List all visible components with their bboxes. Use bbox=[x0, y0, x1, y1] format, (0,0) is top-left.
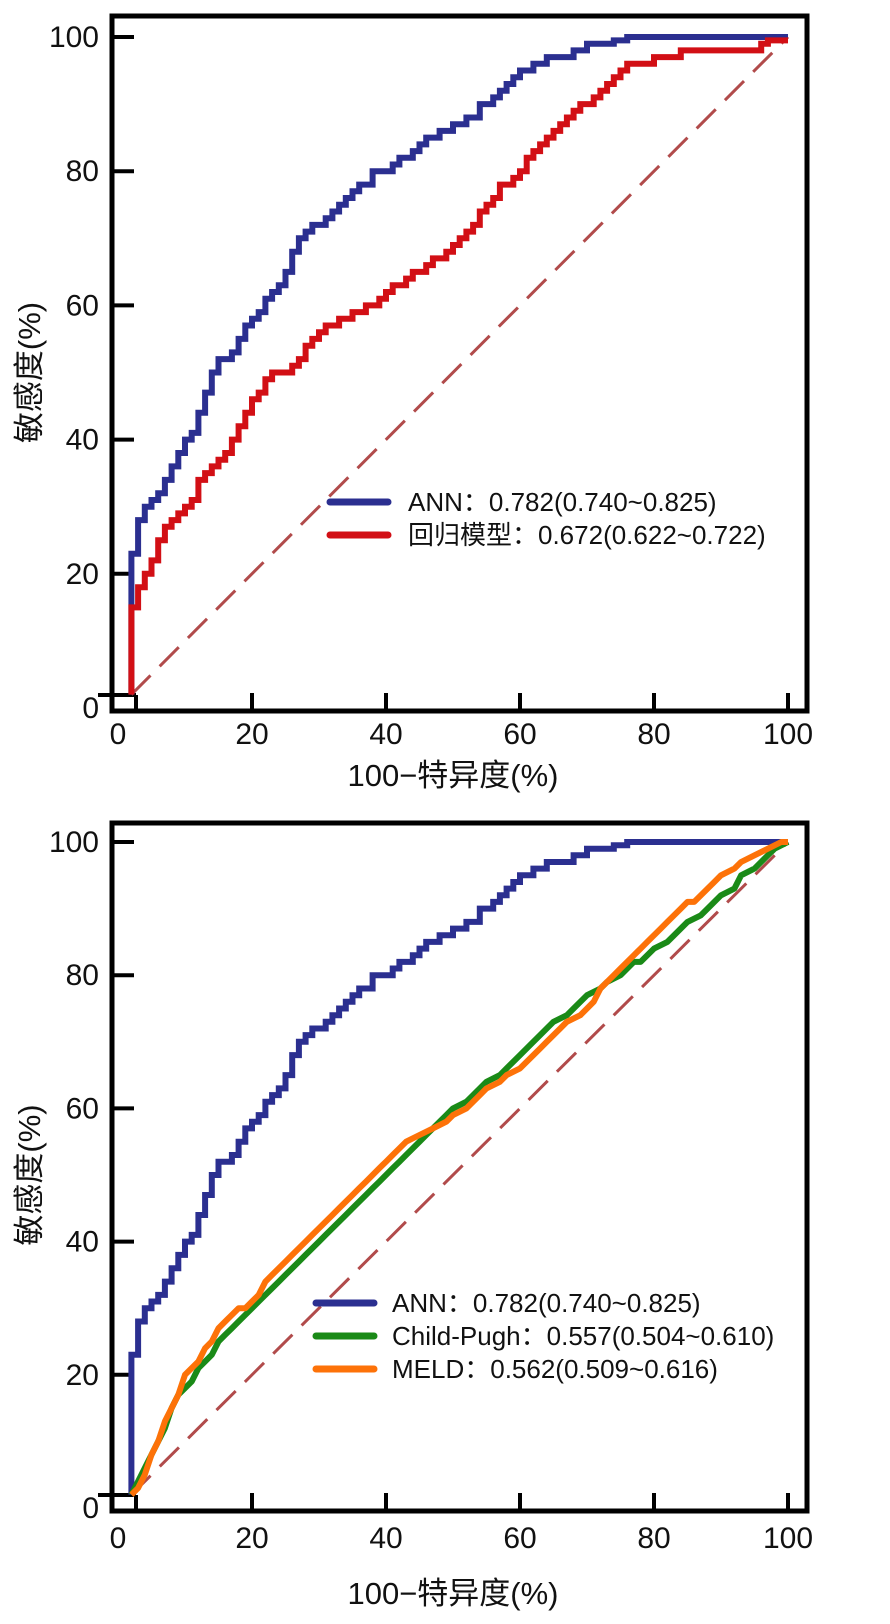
x-tick-label: 0 bbox=[110, 718, 127, 751]
x-tick-label: 60 bbox=[503, 718, 536, 751]
y-tick-label: 40 bbox=[66, 1226, 99, 1259]
legend-label-child-pugh: Child-Pugh：0.557(0.504~0.610) bbox=[392, 1321, 774, 1351]
regression-roc-curve bbox=[128, 37, 788, 695]
child-pugh-roc-curve bbox=[128, 839, 790, 1497]
ann-roc-curve bbox=[128, 839, 788, 1495]
chance-diagonal bbox=[130, 840, 790, 1496]
roc-chart-bottom: 0 20 40 60 80 100 0 20 40 60 80 100 100−特异度(%) 敏感度(%)… bbox=[12, 820, 813, 1611]
y-tick-label: 100 bbox=[49, 21, 99, 54]
x-tick-label: 80 bbox=[637, 1522, 670, 1555]
y-tick-label: 0 bbox=[82, 692, 99, 725]
x-axis-title: 100−特异度(%) bbox=[347, 758, 558, 793]
legend-label-meld: MELD：0.562(0.509~0.616) bbox=[392, 1354, 718, 1384]
x-tick-label: 40 bbox=[369, 718, 402, 751]
y-tick-label: 40 bbox=[66, 424, 99, 457]
x-tick-label: 20 bbox=[235, 718, 268, 751]
y-tick-label: 20 bbox=[66, 558, 99, 591]
ann-roc-curve bbox=[128, 34, 788, 695]
x-tick-label: 100 bbox=[763, 718, 813, 751]
x-tick-label: 60 bbox=[503, 1522, 536, 1555]
x-tick-label: 80 bbox=[637, 718, 670, 751]
y-tick-label: 60 bbox=[66, 1092, 99, 1125]
chance-diagonal bbox=[130, 35, 790, 696]
y-tick-label: 60 bbox=[66, 289, 99, 322]
x-tick-label: 0 bbox=[110, 1522, 127, 1555]
legend-label-regression: 回归模型：0.672(0.622~0.722) bbox=[408, 520, 766, 550]
y-axis-title: 敏感度(%) bbox=[12, 1104, 47, 1245]
y-tick-label: 80 bbox=[66, 959, 99, 992]
y-tick-label: 0 bbox=[82, 1492, 99, 1525]
x-tick-label: 40 bbox=[369, 1522, 402, 1555]
legend-label-ann: ANN：0.782(0.740~0.825) bbox=[392, 1288, 701, 1318]
roc-chart-top: 0 20 40 60 80 100 0 20 40 60 80 100 100−特异度(%) 敏感度(%)… bbox=[12, 13, 813, 793]
y-tick-label: 100 bbox=[49, 826, 99, 859]
y-tick-label: 20 bbox=[66, 1359, 99, 1392]
meld-roc-curve bbox=[129, 839, 788, 1497]
x-tick-label: 20 bbox=[235, 1522, 268, 1555]
plot-frame bbox=[109, 820, 810, 1514]
y-axis-title: 敏感度(%) bbox=[12, 302, 47, 443]
y-tick-label: 80 bbox=[66, 155, 99, 188]
x-axis-title: 100−特异度(%) bbox=[347, 1576, 558, 1611]
legend-label-ann: ANN：0.782(0.740~0.825) bbox=[408, 487, 717, 517]
x-tick-label: 100 bbox=[763, 1522, 813, 1555]
plot-frame bbox=[109, 13, 810, 714]
